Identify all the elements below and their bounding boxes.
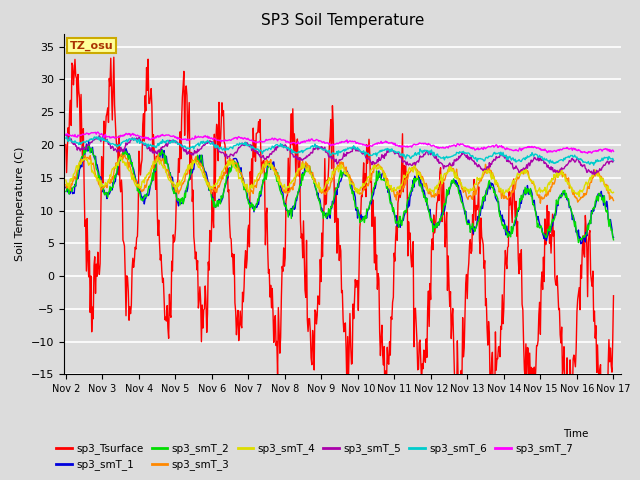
Title: SP3 Soil Temperature: SP3 Soil Temperature [260, 13, 424, 28]
Text: TZ_osu: TZ_osu [70, 40, 113, 51]
Text: Time: Time [563, 429, 589, 439]
Y-axis label: Soil Temperature (C): Soil Temperature (C) [15, 147, 26, 261]
Legend: sp3_Tsurface, sp3_smT_1, sp3_smT_2, sp3_smT_3, sp3_smT_4, sp3_smT_5, sp3_smT_6, : sp3_Tsurface, sp3_smT_1, sp3_smT_2, sp3_… [52, 439, 577, 475]
